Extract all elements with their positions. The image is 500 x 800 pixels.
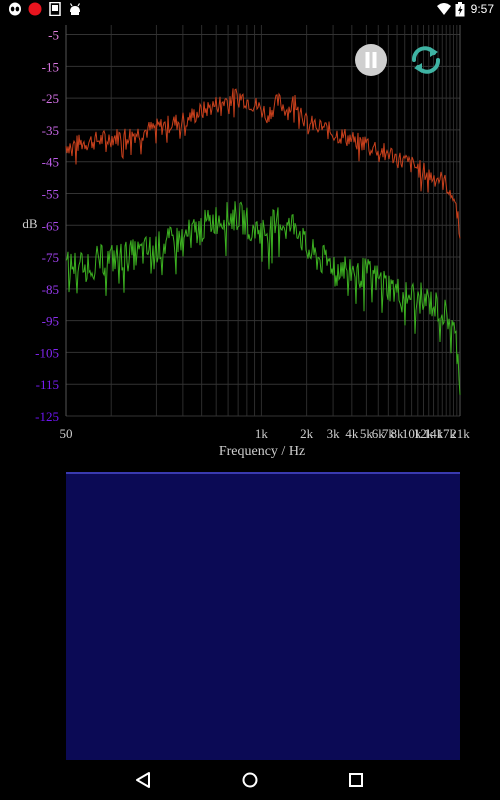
x-tick-label: 14k bbox=[424, 426, 444, 441]
y-tick-label: -105 bbox=[35, 345, 59, 360]
recents-icon bbox=[349, 773, 363, 787]
y-tick-label: -45 bbox=[42, 155, 59, 170]
spectrum-chart: -5 -15 -25 -35 -45 -55 -65 -75 -85 -95 -105 -115 -12… bbox=[22, 25, 471, 459]
x-tick-label: 12k bbox=[414, 426, 434, 441]
y-tick-label: -95 bbox=[42, 314, 59, 329]
clock-time: 9:57 bbox=[470, 2, 494, 16]
y-tick-label: -115 bbox=[36, 377, 59, 392]
pause-button[interactable] bbox=[354, 43, 388, 77]
x-tick-label: 50 bbox=[60, 426, 73, 441]
pause-icon bbox=[355, 44, 387, 76]
chart-series-layer bbox=[65, 88, 461, 395]
x-tick-label: 21k bbox=[450, 426, 470, 441]
x-tick-label: 1k bbox=[255, 426, 269, 441]
x-tick-label: 8k bbox=[391, 426, 405, 441]
status-bar: 9:57 bbox=[0, 0, 500, 20]
device-icon bbox=[49, 2, 61, 16]
x-tick-label: 17k bbox=[436, 426, 456, 441]
refresh-button[interactable] bbox=[408, 43, 444, 77]
alien-icon bbox=[9, 2, 21, 16]
x-tick-label: 3k bbox=[327, 426, 341, 441]
navigation-bar bbox=[0, 760, 500, 800]
series-line-upper bbox=[65, 88, 461, 239]
home-button[interactable] bbox=[238, 768, 262, 792]
y-tick-label: -85 bbox=[42, 282, 59, 297]
x-tick-label: 2k bbox=[300, 426, 314, 441]
recents-button[interactable] bbox=[344, 768, 368, 792]
y-tick-labels: -5 -15 -25 -35 -45 -55 -65 -75 -85 -95 -105 -115 -12… bbox=[35, 28, 59, 424]
y-tick-label: -65 bbox=[42, 218, 59, 233]
y-tick-label: -25 bbox=[42, 91, 59, 106]
android-debug-icon bbox=[69, 3, 81, 15]
y-tick-label: -75 bbox=[42, 250, 59, 265]
x-tick-label: 10k bbox=[402, 426, 422, 441]
back-button[interactable] bbox=[131, 768, 155, 792]
y-tick-label: -5 bbox=[48, 28, 59, 43]
x-tick-label: 7k bbox=[382, 426, 396, 441]
y-tick-label: -55 bbox=[42, 186, 59, 201]
y-tick-label: -125 bbox=[35, 409, 59, 424]
x-tick-label: 6k bbox=[372, 426, 386, 441]
x-tick-label: 4k bbox=[345, 426, 359, 441]
y-tick-label: -35 bbox=[42, 123, 59, 138]
x-axis-label: Frequency / Hz bbox=[219, 444, 305, 459]
spectrogram-panel bbox=[66, 472, 460, 760]
home-icon bbox=[242, 772, 258, 788]
record-indicator-icon bbox=[28, 2, 42, 16]
y-tick-label: -15 bbox=[42, 59, 59, 74]
series-line-lower bbox=[65, 201, 461, 395]
battery-icon bbox=[455, 2, 465, 17]
wifi-icon bbox=[437, 3, 451, 15]
back-icon bbox=[136, 772, 150, 788]
y-axis-label: dB bbox=[22, 216, 38, 231]
x-tick-label: 5k bbox=[360, 426, 374, 441]
